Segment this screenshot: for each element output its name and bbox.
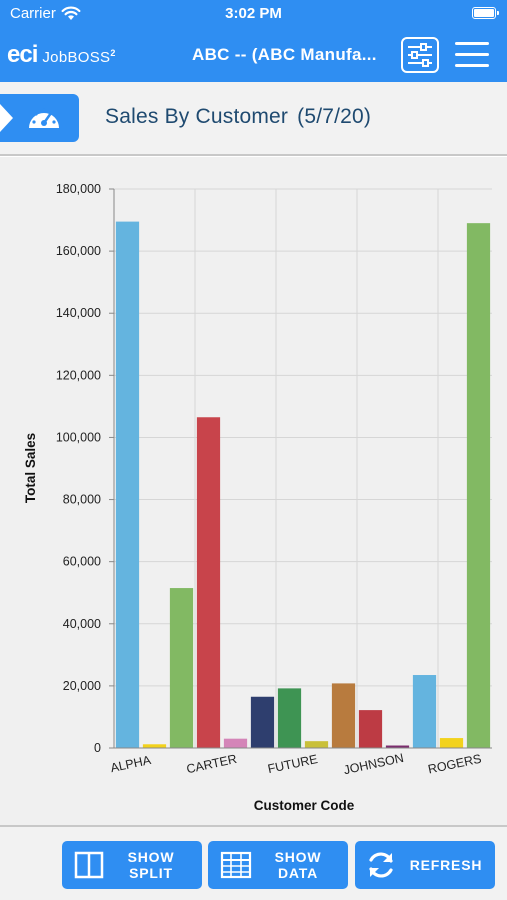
- show-split-button[interactable]: SHOW SPLIT: [62, 841, 202, 889]
- menu-icon-line: [455, 64, 489, 67]
- bar: [142, 744, 167, 748]
- y-tick-label: 60,000: [63, 555, 101, 569]
- x-tick-label: JOHNSON: [342, 751, 405, 777]
- refresh-label: REFRESH: [409, 857, 483, 873]
- x-tick-label: CARTER: [185, 752, 238, 776]
- chart-area: 0 20,000 40,000 60,000 80,000 100,000 120,000 1…: [0, 157, 507, 825]
- show-split-line2: SPLIT: [129, 865, 173, 881]
- y-tick-label: 180,000: [56, 182, 101, 196]
- bottom-toolbar: SHOW SPLIT SHOW DATA REFRESH: [0, 825, 507, 900]
- page-header: Sales By Customer (5/7/20): [0, 82, 507, 156]
- dashboard-toggle-button[interactable]: [0, 94, 79, 142]
- status-bar: Carrier 3:02 PM: [0, 0, 507, 28]
- y-axis-title: Total Sales: [23, 433, 38, 503]
- x-tick-label: FUTURE: [266, 752, 319, 776]
- show-data-button[interactable]: SHOW DATA: [208, 841, 348, 889]
- x-tick-label: ALPHA: [109, 753, 153, 775]
- report-title: Sales By Customer: [105, 105, 289, 128]
- menu-icon-line: [455, 53, 489, 56]
- carrier-label: Carrier: [10, 5, 56, 22]
- split-view-icon: [74, 851, 104, 879]
- sales-bar-chart: 0 20,000 40,000 60,000 80,000 100,000 120,000 1…: [23, 182, 492, 813]
- x-axis-title: Customer Code: [254, 798, 355, 813]
- bar: [358, 710, 383, 748]
- bar: [250, 696, 275, 748]
- menu-icon: [455, 42, 489, 45]
- page-title: Sales By Customer (5/7/20): [105, 105, 371, 129]
- bar: [304, 741, 329, 748]
- logo-product: JobBOSS2: [42, 48, 116, 66]
- x-tick-label: ROGERS: [427, 752, 483, 777]
- hamburger-menu-button[interactable]: [455, 42, 489, 68]
- logo-eci: eci: [7, 41, 38, 68]
- y-tick-label: 80,000: [63, 493, 101, 507]
- app-logo: eci JobBOSS2: [7, 41, 116, 69]
- wifi-icon: [61, 6, 81, 20]
- y-tick-label: 0: [94, 741, 101, 755]
- y-tick-label: 120,000: [56, 368, 101, 382]
- nav-bar: eci JobBOSS2 ABC -- (ABC Manufa...: [0, 28, 507, 82]
- show-data-line2: DATA: [277, 865, 318, 881]
- y-tick-label: 100,000: [56, 430, 101, 444]
- y-tick-label: 20,000: [63, 679, 101, 693]
- company-title[interactable]: ABC -- (ABC Manufa...: [192, 45, 377, 64]
- bar: [466, 223, 491, 748]
- table-grid-icon: [220, 851, 252, 879]
- bar: [439, 738, 464, 748]
- sliders-icon: [408, 43, 432, 67]
- refresh-icon: [369, 852, 393, 878]
- show-data-label: SHOW DATA: [258, 849, 338, 881]
- report-date: (5/7/20): [297, 105, 372, 128]
- filter-settings-button[interactable]: [401, 37, 439, 73]
- refresh-button[interactable]: REFRESH: [355, 841, 495, 889]
- bar: [412, 675, 437, 748]
- show-data-line1: SHOW: [274, 849, 322, 865]
- bar: [277, 688, 302, 748]
- chevron-right-icon: [0, 104, 13, 132]
- y-tick-label: 40,000: [63, 617, 101, 631]
- bar: [385, 745, 410, 748]
- bar: [223, 738, 248, 748]
- bar: [169, 588, 194, 748]
- y-tick-label: 160,000: [56, 244, 101, 258]
- show-split-line1: SHOW: [127, 849, 175, 865]
- bar: [115, 221, 140, 748]
- speedometer-icon: [29, 108, 59, 128]
- clock: 3:02 PM: [225, 5, 282, 22]
- show-split-label: SHOW SPLIT: [112, 849, 190, 881]
- y-tick-label: 140,000: [56, 306, 101, 320]
- bar: [196, 417, 221, 748]
- battery-icon: [472, 7, 499, 19]
- bar: [331, 683, 356, 748]
